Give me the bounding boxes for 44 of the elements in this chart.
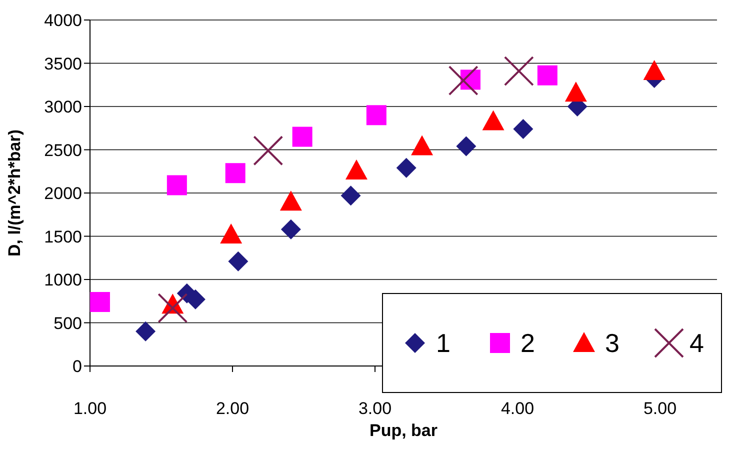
point xyxy=(158,293,188,324)
x-tick-label: 3.00 xyxy=(358,399,392,418)
point xyxy=(537,65,558,86)
y-tick-label: 1000 xyxy=(44,270,82,290)
point xyxy=(448,66,478,96)
legend-label: 4 xyxy=(690,328,704,358)
x-tick-label: 5.00 xyxy=(643,399,677,418)
y-tick-label: 1500 xyxy=(44,227,82,246)
point xyxy=(280,190,302,211)
point xyxy=(136,321,156,342)
point xyxy=(225,163,246,184)
point xyxy=(396,158,416,178)
y-tick-label: 3500 xyxy=(44,54,82,74)
legend-label: 2 xyxy=(520,328,535,358)
point xyxy=(280,219,301,240)
point xyxy=(253,136,284,166)
point xyxy=(564,82,587,102)
y-tick-label: 4000 xyxy=(44,11,82,30)
point xyxy=(228,251,248,272)
y-tick-label: 2000 xyxy=(44,184,82,204)
point xyxy=(411,135,434,156)
point xyxy=(340,186,361,206)
point xyxy=(482,110,504,130)
x-tick-label: 4.00 xyxy=(500,399,534,418)
point xyxy=(166,175,187,196)
point xyxy=(292,126,312,147)
y-tick-label: 500 xyxy=(54,314,82,333)
legend-label: 1 xyxy=(436,328,450,358)
point xyxy=(504,56,534,86)
point xyxy=(90,292,110,312)
point xyxy=(513,118,534,139)
x-tick-label: 2.00 xyxy=(216,399,250,418)
point xyxy=(643,60,666,80)
point xyxy=(220,224,242,244)
legend-label: 3 xyxy=(605,328,620,358)
y-tick-label: 2500 xyxy=(44,140,82,160)
x-tick-label: 1.00 xyxy=(73,399,107,418)
y-tick-label: 3000 xyxy=(44,98,82,117)
y-axis-title: D, l/(m^2*h*bar) xyxy=(5,129,24,257)
point xyxy=(345,160,368,180)
x-axis-title: Pup, bar xyxy=(369,421,438,440)
point xyxy=(456,136,476,156)
point xyxy=(366,105,386,126)
y-tick-label: 0 xyxy=(72,357,82,376)
